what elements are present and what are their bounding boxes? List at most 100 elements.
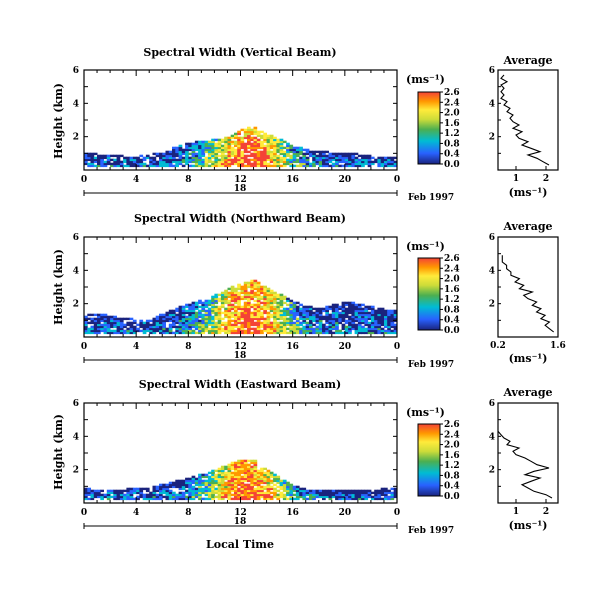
heatmap-cell — [204, 475, 209, 479]
heatmap-cell — [214, 313, 219, 317]
heatmap-cell — [256, 138, 261, 142]
heatmap-cell — [172, 493, 176, 497]
heatmap-cell — [266, 150, 271, 154]
heatmap-cell — [380, 489, 385, 493]
heatmap-cell — [328, 160, 333, 164]
heatmap-cell — [201, 481, 206, 485]
heatmap-cell — [384, 493, 388, 497]
heatmap-cell — [152, 485, 157, 489]
heatmap-cell — [253, 126, 258, 130]
heatmap-cell — [188, 323, 192, 327]
heatmap-cell — [162, 491, 166, 495]
heatmap-cell — [106, 156, 111, 160]
heatmap-cell — [168, 315, 173, 319]
heatmap-cell — [390, 315, 395, 319]
heatmap-cell — [178, 311, 183, 315]
heatmap-cell — [256, 495, 261, 499]
heatmap-cell — [97, 321, 101, 325]
heatmap-cell — [305, 317, 310, 321]
heatmap-cell — [295, 301, 300, 305]
heatmap-cell — [116, 497, 121, 501]
heatmap-cell — [198, 495, 202, 499]
heatmap-cell — [204, 497, 209, 501]
heatmap-cell — [84, 156, 88, 160]
heatmap-cell — [207, 471, 212, 475]
heatmap-cell — [338, 305, 342, 309]
heatmap-cell — [103, 329, 108, 333]
colorbar-tick-label: 2.0 — [444, 275, 460, 285]
heatmap-cell — [204, 156, 209, 160]
heatmap-cell — [175, 495, 179, 499]
heatmap-cell — [292, 485, 297, 489]
heatmap-cell — [168, 164, 173, 168]
heatmap-cell — [119, 493, 124, 497]
heatmap-cell — [181, 329, 186, 333]
heatmap-cell — [256, 150, 261, 154]
heatmap-cell — [240, 160, 245, 164]
heatmap-cell — [276, 497, 281, 501]
heatmap-cell — [328, 158, 333, 162]
heatmap-cell — [263, 323, 267, 327]
heatmap-cell — [273, 144, 277, 148]
heatmap-cell — [315, 311, 320, 315]
heatmap-cell — [282, 497, 287, 501]
heatmap-cell — [282, 317, 287, 321]
heatmap-cell — [240, 140, 245, 144]
heatmap-cell — [312, 315, 316, 319]
heatmap-cell — [331, 321, 336, 325]
heatmap-cell — [247, 144, 251, 148]
heatmap-cell — [302, 162, 307, 166]
heatmap-cell — [384, 497, 388, 501]
heatmap-cell — [243, 283, 248, 287]
heatmap-cell — [178, 313, 183, 317]
heatmap-cell — [344, 162, 349, 166]
heatmap-cell — [276, 327, 281, 331]
heatmap-cell — [253, 146, 258, 150]
heatmap-cell — [279, 481, 284, 485]
heatmap-cell — [116, 321, 121, 325]
heatmap-cell — [380, 497, 385, 501]
heatmap-cell — [211, 152, 215, 156]
heatmap-cell — [338, 491, 342, 495]
average-y-tick-label: 6 — [489, 233, 495, 243]
heatmap-cell — [247, 138, 251, 142]
heatmap-cell — [155, 497, 160, 501]
heatmap-cell — [269, 297, 274, 301]
heatmap-cell — [126, 497, 131, 501]
heatmap-cell — [302, 164, 307, 168]
heatmap-cell — [295, 331, 300, 335]
heatmap-cell — [322, 317, 326, 321]
heatmap-cell — [243, 475, 248, 479]
heatmap-cell — [240, 331, 245, 335]
heatmap-cell — [194, 479, 199, 483]
heatmap-cell — [198, 321, 202, 325]
heatmap-cell — [90, 164, 95, 168]
heatmap-cell — [201, 331, 206, 335]
heatmap-cell — [282, 154, 287, 158]
heatmap-cell — [116, 495, 121, 499]
heatmap-cell — [191, 329, 196, 333]
heatmap-cell — [387, 497, 391, 501]
heatmap-cell — [211, 321, 215, 325]
heatmap-cell — [97, 160, 101, 164]
heatmap-cell — [103, 313, 108, 317]
heatmap-cell — [276, 295, 281, 299]
heatmap-cell — [230, 323, 235, 327]
heatmap-cell — [165, 331, 170, 335]
heatmap-cell — [380, 156, 385, 160]
heatmap-cell — [302, 497, 307, 501]
heatmap-cell — [348, 315, 352, 319]
heatmap-cell — [93, 491, 98, 495]
heatmap-cell — [181, 323, 186, 327]
heatmap-cell — [237, 477, 241, 481]
heatmap-cell — [295, 305, 300, 309]
heatmap-cell — [269, 138, 274, 142]
heatmap-cell — [322, 156, 326, 160]
heatmap-cell — [132, 160, 137, 164]
heatmap-cell — [234, 475, 238, 479]
heatmap-cell — [224, 158, 228, 162]
heatmap-cell — [207, 307, 212, 311]
heatmap-cell — [351, 323, 356, 327]
heatmap-cell — [276, 142, 281, 146]
heatmap-cell — [266, 289, 271, 293]
